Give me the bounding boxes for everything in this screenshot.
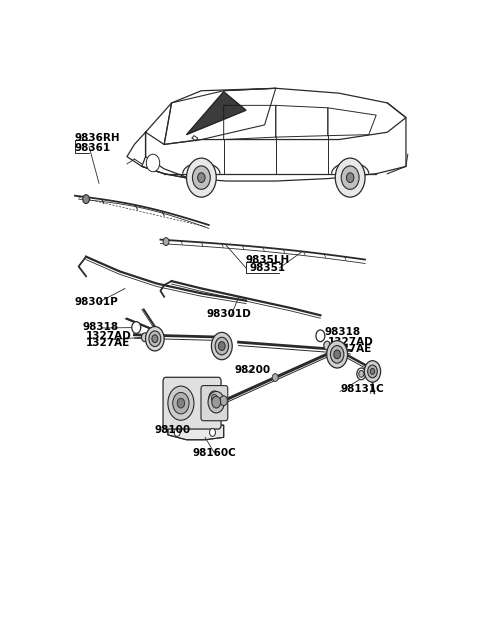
Circle shape [347,172,354,183]
Circle shape [142,333,148,342]
Circle shape [145,327,164,351]
Circle shape [198,172,205,183]
Circle shape [364,361,381,382]
Circle shape [341,166,359,190]
Text: 98200: 98200 [235,365,271,375]
Text: 98318: 98318 [83,321,119,332]
Circle shape [83,195,89,204]
Circle shape [186,158,216,197]
Text: 98100: 98100 [155,425,191,435]
Circle shape [163,238,169,245]
Circle shape [132,321,141,333]
Circle shape [330,346,344,363]
FancyBboxPatch shape [201,385,228,421]
Circle shape [316,330,325,342]
Circle shape [324,341,330,350]
Text: 1327AE: 1327AE [328,344,372,354]
Text: 1327AD: 1327AD [86,331,132,341]
Text: 98301D: 98301D [207,309,252,319]
Polygon shape [168,425,224,440]
Text: 9836RH: 9836RH [75,133,120,143]
Circle shape [215,337,228,355]
Text: 1327AD: 1327AD [328,337,373,347]
Text: 98131C: 98131C [341,384,384,394]
Polygon shape [186,92,246,134]
Text: 98361: 98361 [75,143,111,153]
Circle shape [334,350,340,359]
Circle shape [272,373,278,382]
Circle shape [335,158,365,197]
Text: 98301P: 98301P [75,297,119,307]
Circle shape [357,368,366,380]
Circle shape [210,429,216,436]
Circle shape [177,398,185,408]
Circle shape [209,391,220,406]
Text: 98351: 98351 [250,263,286,273]
Text: 98318: 98318 [324,327,360,337]
Circle shape [211,394,217,402]
Circle shape [192,166,210,190]
Circle shape [212,396,221,408]
Circle shape [152,335,158,342]
Circle shape [168,386,194,420]
Text: 1327AE: 1327AE [86,338,130,348]
FancyBboxPatch shape [163,377,221,429]
Circle shape [211,332,232,359]
Circle shape [368,365,377,378]
Circle shape [208,391,225,413]
Circle shape [174,429,180,436]
Text: 98160C: 98160C [192,448,236,458]
Circle shape [359,370,364,377]
Circle shape [218,342,225,351]
Text: 9835LH: 9835LH [246,255,290,264]
Circle shape [370,368,375,374]
Circle shape [327,340,348,368]
Circle shape [173,392,189,414]
Circle shape [146,154,160,172]
Circle shape [220,396,228,406]
Circle shape [149,331,161,347]
